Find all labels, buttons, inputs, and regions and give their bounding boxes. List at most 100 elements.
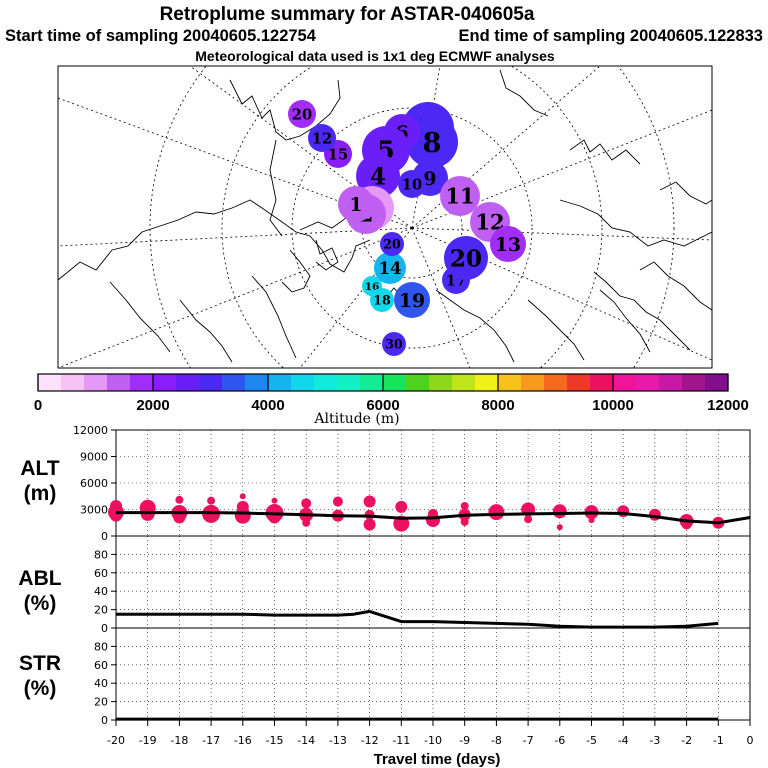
map-cluster-label: 12 (312, 130, 332, 147)
alt-cluster-dot (234, 507, 251, 524)
abl-panel-label: ABL (18, 567, 61, 590)
map-cluster-label: 18 (373, 293, 391, 308)
travel-time-axis: -20 -19 -18 -17 -16 -15 -14 -13 -12 -11 -10 -9 -8 -7-… (107, 720, 754, 747)
map-cluster-label: 30 (385, 337, 403, 352)
x-tick-label: -13 (329, 734, 347, 747)
colorbar-cell (544, 374, 568, 391)
map-cluster-label: 16 (365, 281, 380, 293)
colorbar-tick-label: 8000 (481, 397, 514, 414)
end-time-label: End time of sampling 20040605.122833 (459, 27, 764, 45)
alt-cluster-dot (175, 495, 184, 504)
start-time-label: Start time of sampling 20040605.122754 (5, 27, 317, 45)
colorbar-cell (291, 374, 315, 391)
colorbar-cell (406, 374, 430, 391)
abl-series-line (116, 609, 719, 629)
map-cluster-circle (370, 288, 394, 312)
str-panel-label: STR (19, 652, 61, 675)
colorbar-cell (475, 374, 499, 391)
alt-cluster-dot (332, 496, 343, 507)
colorbar-cell (61, 374, 85, 391)
x-tick-label: -7 (523, 734, 534, 747)
abl-panel: 0 20 40 60 80 (94, 535, 751, 635)
abl-panel-unit: (%) (24, 592, 57, 615)
colorbar-cell (613, 374, 637, 391)
colorbar-cell (153, 374, 177, 391)
x-tick-label: -20 (107, 734, 125, 747)
x-tick-label: -12 (361, 734, 379, 747)
map-cluster-label: 10 (402, 176, 422, 193)
alt-cluster-dot (488, 504, 505, 521)
map-cluster-label: 4 (370, 163, 386, 190)
x-tick-label: -16 (234, 734, 252, 747)
colorbar-cell (107, 374, 131, 391)
colorbar-cell (452, 374, 476, 391)
alt-y-tick-label: 9000 (80, 451, 108, 464)
colorbar-cell (567, 374, 591, 391)
altitude-panel: 0 3000 6000 9000 12000 (73, 424, 751, 543)
alt-cluster-dot (363, 518, 376, 531)
x-tick-label: -10 (424, 734, 442, 747)
x-tick-label: -6 (554, 734, 565, 747)
x-tick-label: -1 (713, 734, 724, 747)
x-tick-label: -9 (459, 734, 470, 747)
map-cluster-label: 9 (423, 168, 436, 190)
colorbar-tick-label: 12000 (707, 397, 749, 414)
alt-cluster-dot (556, 524, 563, 531)
x-tick-label: -19 (139, 734, 157, 747)
colorbar-cell (705, 374, 729, 391)
map-cluster-circle (308, 124, 336, 152)
colorbar-cell (199, 374, 223, 391)
alt-cluster-dot (173, 511, 186, 524)
alt-panel-label: ALT (20, 457, 59, 480)
alt-cluster-dot (426, 513, 440, 528)
colorbar-cell (268, 374, 292, 391)
map-cluster-circle (380, 232, 404, 256)
x-tick-label: -18 (170, 734, 188, 747)
alt-cluster-dot (239, 493, 246, 500)
str-panel-frame (115, 627, 751, 721)
figure-title: Retroplume summary for ASTAR-040605a (160, 4, 535, 25)
str-panel-unit: (%) (24, 677, 57, 700)
map-cluster-label: 13 (495, 234, 521, 256)
met-data-note: Meteorological data used is 1x1 deg ECMW… (195, 48, 555, 64)
map-cluster-label: 11 (445, 184, 474, 209)
x-axis-label: Travel time (days) (374, 751, 501, 768)
colorbar-tick-label: 2000 (136, 397, 169, 414)
colorbar-cell (222, 374, 246, 391)
x-tick-label: -3 (649, 734, 660, 747)
colorbar-tick-label: 10000 (592, 397, 634, 414)
alt-cluster-dot (302, 518, 311, 527)
abl-y-tick-label: 40 (94, 585, 108, 598)
x-tick-label: -2 (681, 734, 692, 747)
map-cluster-label: 20 (450, 245, 482, 272)
map-cluster-label: 15 (328, 146, 348, 163)
colorbar-cell (498, 374, 522, 391)
map-cluster-label: 8 (423, 127, 442, 159)
x-tick-label: -8 (491, 734, 502, 747)
alt-cluster-dot (301, 498, 312, 509)
x-tick-label: -15 (266, 734, 284, 747)
str-y-tick-label: 40 (94, 677, 108, 690)
map-cluster-circle (288, 100, 316, 128)
colorbar-cell (84, 374, 108, 391)
abl-y-tick-label: 20 (94, 604, 108, 617)
map-cluster-circle (382, 332, 406, 356)
map-cluster-label: 19 (399, 290, 425, 312)
altitude-colorbar: 0 2000 4000 6000 8000 10000 12000 Altitude (m) (34, 373, 749, 427)
abl-y-tick-label: 60 (94, 567, 108, 580)
colorbar-cell (360, 374, 384, 391)
alt-cluster-dot (617, 505, 630, 518)
colorbar-cell (130, 374, 154, 391)
colorbar-title: Altitude (m) (313, 411, 399, 427)
x-tick-label: -14 (297, 734, 315, 747)
str-y-tick-label: 80 (94, 640, 108, 653)
alt-cluster-dot (588, 517, 595, 524)
alt-y-tick-label: 6000 (80, 477, 108, 490)
colorbar-tick-label: 6000 (366, 397, 399, 414)
map-cluster-label: 20 (383, 237, 401, 252)
colorbar-cell (521, 374, 545, 391)
alt-cluster-dot (207, 496, 216, 505)
alt-cluster-dot (363, 495, 376, 508)
alt-cluster-dot (395, 500, 408, 513)
